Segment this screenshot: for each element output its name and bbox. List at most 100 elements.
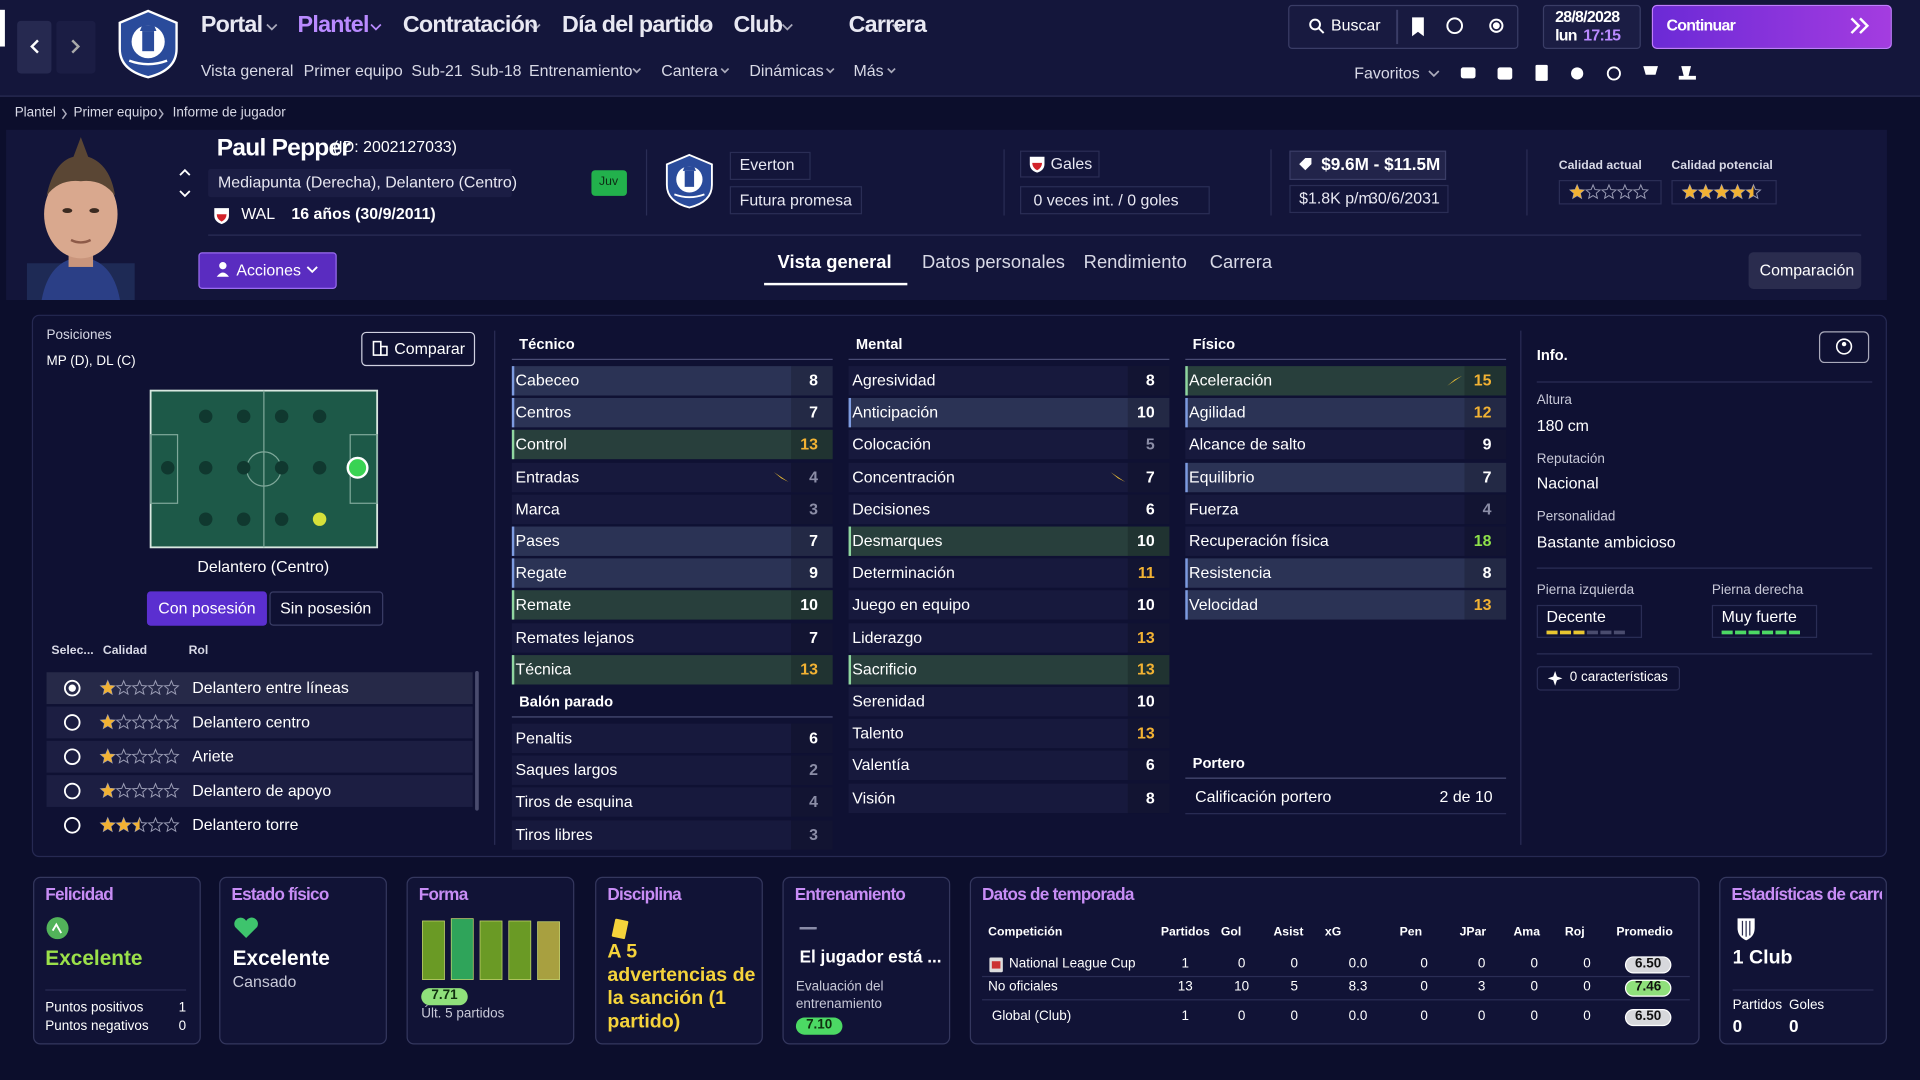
role-name[interactable]: Delantero entre líneas	[192, 678, 349, 697]
club-name[interactable]: Everton	[739, 155, 795, 174]
current-box	[1558, 180, 1662, 205]
attribute-value-box	[791, 462, 833, 492]
foot-level	[1546, 630, 1585, 635]
role-name[interactable]: Delantero torre	[192, 815, 299, 834]
card-title: Entrenamiento	[794, 884, 906, 905]
player-nav[interactable]	[179, 168, 191, 198]
info-value: Nacional	[1536, 474, 1599, 493]
submenu-item[interactable]: Más	[853, 61, 884, 80]
compare-label[interactable]: Comparar	[394, 339, 466, 358]
submenu-item[interactable]: Cantera	[661, 61, 718, 80]
decoration-part	[380, 345, 388, 356]
breadcrumb-item[interactable]: Primer equipo	[73, 105, 158, 121]
form-bar	[537, 921, 560, 980]
role-row[interactable]	[46, 672, 473, 705]
menu-item[interactable]: Carrera	[848, 12, 927, 39]
attribute-group-title: Físico	[1192, 334, 1236, 353]
decoration-part	[266, 23, 278, 31]
attribute-value: 13	[800, 435, 818, 454]
card-icons	[46, 917, 1755, 973]
season-header: Gol	[1220, 925, 1242, 939]
attribute-value: 10	[1136, 595, 1155, 614]
tab[interactable]: Vista general	[777, 251, 892, 273]
decoration-part	[1818, 331, 1870, 364]
toolbar-icons[interactable]	[1309, 9, 1870, 45]
comparison-label[interactable]: Comparación	[1759, 260, 1855, 280]
nation[interactable]: Gales	[1050, 154, 1093, 173]
favorites[interactable]: Favoritos	[1354, 63, 1420, 82]
actions-label[interactable]: Acciones	[236, 260, 301, 280]
role-name[interactable]: Ariete	[192, 746, 234, 766]
role-name[interactable]: Delantero centro	[192, 712, 310, 731]
nav-arrows[interactable]	[17, 20, 96, 74]
toggle-on[interactable]	[146, 591, 267, 626]
role-row[interactable]	[46, 775, 473, 807]
attribute-value-box	[1127, 654, 1170, 685]
role-header: Rol	[188, 643, 209, 658]
attribute-name: Fuerza	[1188, 499, 1239, 518]
continue-button[interactable]	[1651, 4, 1892, 49]
player-age: 16 años (30/9/2011)	[291, 204, 436, 223]
attribute-name: Marca	[515, 499, 560, 518]
submenu-item[interactable]: Primer equipo	[303, 61, 403, 80]
attribute-row	[1185, 526, 1507, 556]
menu-item[interactable]: Portal	[200, 12, 263, 39]
star-filled	[1698, 184, 1713, 199]
attribute-row	[848, 462, 1170, 492]
role-row[interactable]	[46, 706, 473, 739]
attribute-value: 13	[1136, 723, 1155, 743]
fitness-value: Excelente	[232, 947, 330, 971]
role-name[interactable]: Delantero de apoyo	[192, 781, 332, 800]
info-icon[interactable]	[1818, 331, 1870, 364]
rating-pill	[1624, 1008, 1672, 1027]
breadcrumb-item[interactable]: Plantel	[14, 105, 56, 121]
attribute-row	[511, 430, 833, 460]
menu-item[interactable]: Plantel	[297, 12, 370, 39]
role-row[interactable]	[46, 740, 473, 773]
attribute-value: 4	[809, 467, 818, 486]
search-group[interactable]	[1288, 4, 1519, 49]
continue-label[interactable]: Continuar	[1666, 15, 1736, 35]
menu-item[interactable]: Contratación	[402, 12, 538, 39]
star-rating	[1570, 184, 1585, 199]
card-title: Estado físico	[231, 884, 329, 905]
role-header: Selec...	[51, 643, 94, 658]
compare-button[interactable]	[361, 331, 476, 367]
submenu-item[interactable]: Entrenamiento	[528, 61, 633, 80]
decoration-part	[198, 512, 213, 526]
tab[interactable]: Carrera	[1209, 251, 1273, 273]
comparison-button[interactable]	[1748, 252, 1862, 289]
date-box[interactable]	[1542, 4, 1641, 49]
submenu-item[interactable]: Sub-18	[470, 61, 522, 80]
menu-item[interactable]: Club	[733, 12, 783, 39]
submenu-item[interactable]: Dinámicas	[749, 61, 824, 80]
compare-icon[interactable]	[372, 340, 388, 356]
menu-item[interactable]: Día del partido	[562, 12, 713, 39]
attribute-row	[511, 755, 833, 786]
decoration-part	[1741, 920, 1751, 937]
star-empty	[115, 679, 132, 696]
attribute-value-box	[1464, 526, 1507, 556]
career-card	[1719, 876, 1887, 1045]
tab[interactable]: Datos personales	[922, 251, 1065, 273]
toggle-off[interactable]	[269, 591, 384, 626]
attribute-value-box	[791, 723, 833, 754]
favorite-icons[interactable]	[1460, 64, 1696, 81]
search-label[interactable]: Buscar	[1331, 15, 1381, 35]
attribute-row	[1185, 494, 1507, 524]
submenu-item[interactable]: Vista general	[200, 61, 294, 80]
tab[interactable]: Rendimiento	[1083, 251, 1187, 273]
scrollbar[interactable]	[475, 671, 479, 811]
star-empty	[115, 713, 132, 730]
breadcrumb-chevrons	[61, 108, 164, 120]
toggle-label[interactable]: Con posesión	[158, 598, 256, 618]
submenu-item[interactable]: Sub-21	[411, 61, 463, 80]
foot-bar	[1748, 630, 1760, 635]
foot-bar-slot	[1613, 630, 1625, 635]
toggle-label[interactable]: Sin posesión	[280, 598, 372, 618]
season-competition[interactable]: National League Cup	[1008, 956, 1136, 972]
actions-icons[interactable]	[216, 262, 318, 277]
star-empty	[163, 748, 180, 764]
tab-underline	[764, 282, 908, 286]
